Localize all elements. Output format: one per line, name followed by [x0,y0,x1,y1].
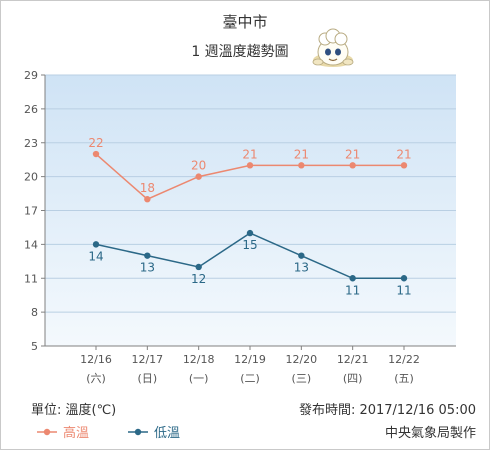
y-tick-label: 14 [24,238,38,251]
data-point [144,196,151,203]
chart-title: 臺中市 [222,13,267,31]
x-weekday-label: (四) [343,372,363,385]
data-point [92,150,100,158]
x-weekday-label: (一) [189,372,209,385]
data-point [246,162,254,169]
legend: 高溫 低溫 [37,425,180,441]
x-weekday-label: (日) [138,372,158,385]
data-point [195,263,202,271]
data-point [298,252,305,259]
x-weekday-label: (六) [86,372,106,385]
x-tick-label: 12/16 [80,353,112,366]
data-point [400,275,408,282]
data-label: 20 [191,159,206,173]
y-tick-label: 20 [24,171,38,184]
legend-swatch-marker [43,428,51,436]
data-point [298,162,305,169]
x-tick-label: 12/21 [337,353,369,366]
data-label: 15 [242,238,257,252]
series-layer: 22 18 20 21 21 21 21 14 13 12 15 13 11 11 [88,136,411,297]
x-weekday-label: (二) [240,372,260,385]
data-label: 21 [345,147,360,161]
x-tick-label: 12/18 [183,353,215,366]
y-tick-label: 29 [24,69,38,82]
chart-subtitle: 1 週溫度趨勢圖 [191,44,288,60]
y-tick-labels: 5 8 11 14 17 20 23 26 29 [24,69,45,353]
data-label: 13 [294,261,309,275]
x-weekday-label: (三) [292,372,312,385]
y-tick-label: 8 [31,306,38,319]
data-point [246,229,254,237]
source-label: 中央氣象局製作 [385,426,476,441]
unit-label: 單位: 溫度(℃) [31,402,116,418]
legend-swatch-marker [134,428,142,436]
data-label: 13 [140,261,155,275]
grid-lines [45,74,456,313]
x-tick-label: 12/22 [388,353,420,366]
x-tick-labels: 12/16 (六) 12/17 (日) 12/18 (一) 12/19 (二) 12/20 (三)… [80,346,420,385]
x-tick-label: 12/19 [234,353,266,366]
data-label: 18 [140,181,155,195]
data-label: 14 [88,249,103,263]
chef-mascot-icon [312,28,354,67]
x-tick-label: 12/17 [131,353,163,366]
data-point [195,173,202,180]
data-point [400,162,408,169]
data-point [349,162,356,169]
y-tick-label: 17 [24,205,38,218]
data-point [92,241,100,248]
legend-label: 低溫 [154,426,180,441]
x-weekday-label: (五) [394,372,414,385]
data-label: 12 [191,272,206,286]
y-tick-label: 26 [24,103,38,116]
data-label: 21 [242,147,257,161]
data-label: 11 [396,283,411,297]
data-point [144,252,151,259]
y-tick-label: 23 [24,137,38,150]
data-point [349,275,356,282]
data-label: 21 [294,147,309,161]
data-label: 21 [396,147,411,161]
data-label: 11 [345,283,360,297]
publish-time-label: 發布時間: 2017/12/16 05:00 [299,403,476,418]
y-tick-label: 5 [31,340,38,353]
y-tick-label: 11 [24,272,38,285]
x-tick-label: 12/20 [285,353,317,366]
data-label: 22 [88,136,103,150]
legend-label: 高溫 [63,425,89,441]
